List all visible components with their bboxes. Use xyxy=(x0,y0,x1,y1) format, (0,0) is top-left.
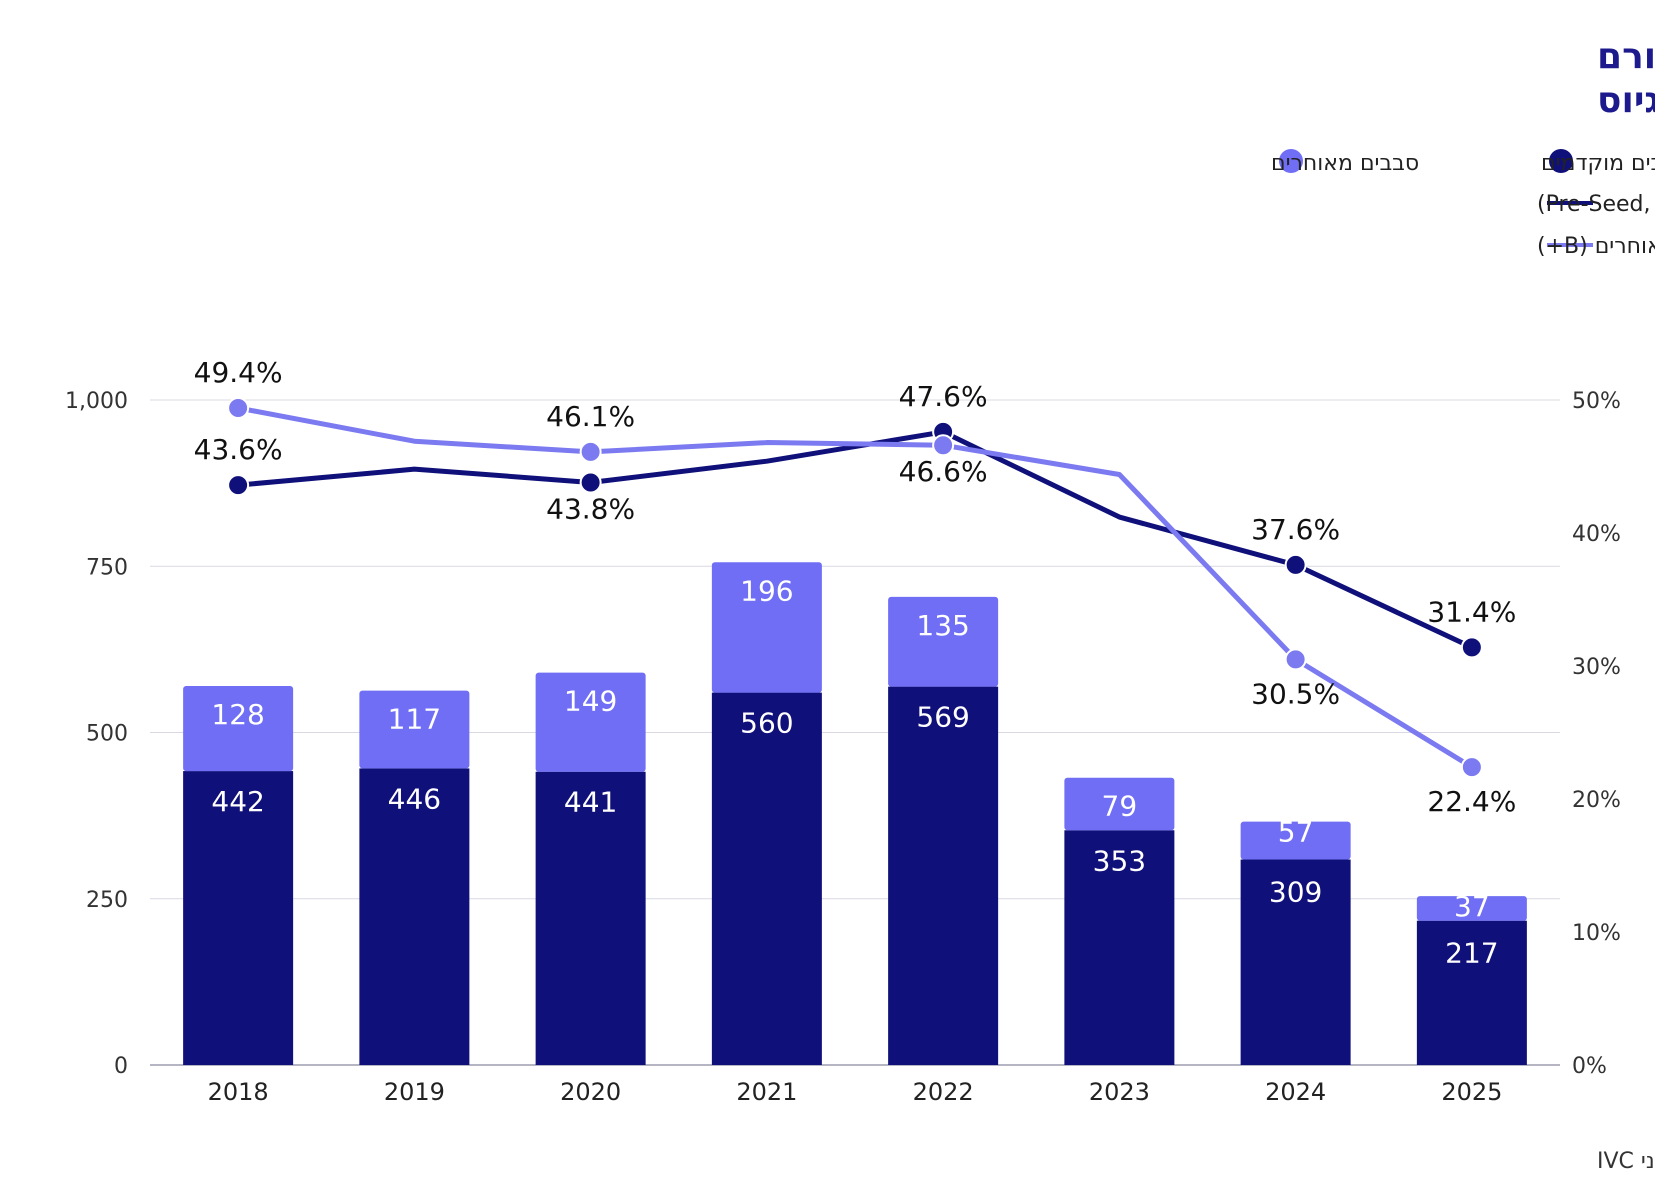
bar-early xyxy=(183,771,294,1065)
legend-early-rate-label: שיעור סבבי גיוס הון של חברות טכנולוגיה י… xyxy=(1537,192,1655,217)
rate-data-label: 22.4% xyxy=(1427,785,1516,818)
x-tick-label: 2023 xyxy=(1089,1078,1150,1106)
bar-late-label: 79 xyxy=(1102,790,1138,823)
y-right-tick-label: 50% xyxy=(1572,389,1621,414)
y-left-tick-label: 250 xyxy=(86,888,128,913)
line-point xyxy=(1284,553,1307,576)
y-left-tick-label: 500 xyxy=(86,722,128,747)
line-point xyxy=(227,474,250,497)
bar-late xyxy=(183,685,294,772)
x-tick-label: 2021 xyxy=(736,1078,797,1106)
legend-late-rate-label: שיעור סבבי גיוס הון של חברות טכנולוגיה י… xyxy=(1537,234,1655,259)
rate-data-label: 43.6% xyxy=(194,433,283,466)
bar-late-label: 128 xyxy=(211,698,264,731)
bar-late xyxy=(1240,821,1351,860)
line-point xyxy=(227,396,250,419)
y-left-tick-label: 0 xyxy=(114,1054,128,1079)
x-axis: 2018 2019 2020 2021 2022 2023 2024 2025 xyxy=(208,1078,1503,1106)
line-late-rate xyxy=(237,405,1474,770)
bar-late-label: 149 xyxy=(564,685,617,718)
x-tick-label: 2025 xyxy=(1441,1078,1502,1106)
x-tick-label: 2019 xyxy=(384,1078,445,1106)
bar-early xyxy=(1240,859,1351,1065)
bar-late-label: 135 xyxy=(916,609,969,642)
x-tick-label: 2022 xyxy=(913,1078,974,1106)
rate-data-label: 31.4% xyxy=(1427,595,1516,628)
bar-late xyxy=(888,596,999,687)
legend-early-label: סבבים מוקדמים xyxy=(1541,151,1655,176)
bar-early-label: 569 xyxy=(916,701,969,734)
line-point xyxy=(579,440,602,463)
y-right-tick-label: 30% xyxy=(1572,655,1621,680)
bar-early-label: 309 xyxy=(1269,876,1322,909)
bar-late-label: 57 xyxy=(1278,816,1314,849)
bar-early xyxy=(711,692,822,1065)
rate-data-label: 47.6% xyxy=(899,380,988,413)
source-note: מקור: עיבוד רשות החדשנות לנתוני IVC xyxy=(1597,1149,1655,1174)
legend-early-dot xyxy=(1549,149,1573,173)
rate-data-label: 37.6% xyxy=(1251,513,1340,546)
rate-lines: 43.6% 43.8% 47.6% 37.6% 31.4% 49.4% 46.1% 46.6%… xyxy=(194,356,1517,818)
bar-late xyxy=(535,672,646,772)
bars: 128 442 117 446 149 441 196 560 135 569 79 353 57 309… xyxy=(183,562,1527,1065)
line-early-rate xyxy=(237,429,1473,650)
x-tick-label: 2018 xyxy=(208,1078,269,1106)
rate-data-label: 43.8% xyxy=(546,492,635,525)
rate-data-label: 46.1% xyxy=(546,400,635,433)
bar-late-label: 196 xyxy=(740,574,793,607)
y-right-tick-label: 20% xyxy=(1572,788,1621,813)
line-point xyxy=(1284,648,1307,671)
y-axis-left: 0 250 500 750 1,000 xyxy=(65,389,128,1079)
bar-early xyxy=(1416,920,1527,1065)
bar-early-label: 353 xyxy=(1093,844,1146,877)
line-point xyxy=(932,434,955,457)
rate-data-label: 49.4% xyxy=(194,356,283,389)
y-right-tick-label: 10% xyxy=(1572,921,1621,946)
bar-early-label: 217 xyxy=(1445,937,1498,970)
rate-data-label: 46.6% xyxy=(899,455,988,488)
bar-late xyxy=(1064,777,1175,831)
line-point xyxy=(1460,636,1483,659)
bar-early-label: 441 xyxy=(564,786,617,819)
chart-title-line-2: מכלל הסבבים, לפי שלב גיוס xyxy=(1597,80,1655,121)
bar-early-label: 560 xyxy=(740,707,793,740)
x-tick-label: 2020 xyxy=(560,1078,621,1106)
legend: סבבים מוקדמים סבבים מאוחרים שיעור סבבי ג… xyxy=(1271,149,1655,259)
x-tick-label: 2024 xyxy=(1265,1078,1326,1106)
legend-late-label: סבבים מאוחרים xyxy=(1271,151,1419,176)
y-right-tick-label: 40% xyxy=(1572,522,1621,547)
y-axis-right: 0% 10% 20% 30% 40% 50% xyxy=(1572,389,1621,1079)
bar-late-label: 117 xyxy=(388,703,441,736)
line-point xyxy=(1460,756,1483,779)
bar-late-label: 37 xyxy=(1454,890,1490,923)
bar-early-label: 442 xyxy=(211,785,264,818)
bar-early-label: 446 xyxy=(388,782,441,815)
bar-late xyxy=(1416,896,1527,921)
legend-late-dot xyxy=(1279,149,1303,173)
y-left-tick-label: 750 xyxy=(86,555,128,580)
y-left-tick-label: 1,000 xyxy=(65,389,128,414)
bar-late xyxy=(359,690,470,769)
bar-early xyxy=(359,768,470,1065)
line-point xyxy=(579,471,602,494)
bar-early xyxy=(1064,830,1175,1065)
bar-early xyxy=(888,686,999,1065)
rate-data-label: 30.5% xyxy=(1251,677,1340,710)
bar-early xyxy=(535,771,646,1065)
bar-late xyxy=(711,562,822,693)
y-right-tick-label: 0% xyxy=(1572,1054,1607,1079)
chart-title-line-1: מספר סבבי גיוס הון של חברות טכנולוגיה יש… xyxy=(1597,36,1655,77)
